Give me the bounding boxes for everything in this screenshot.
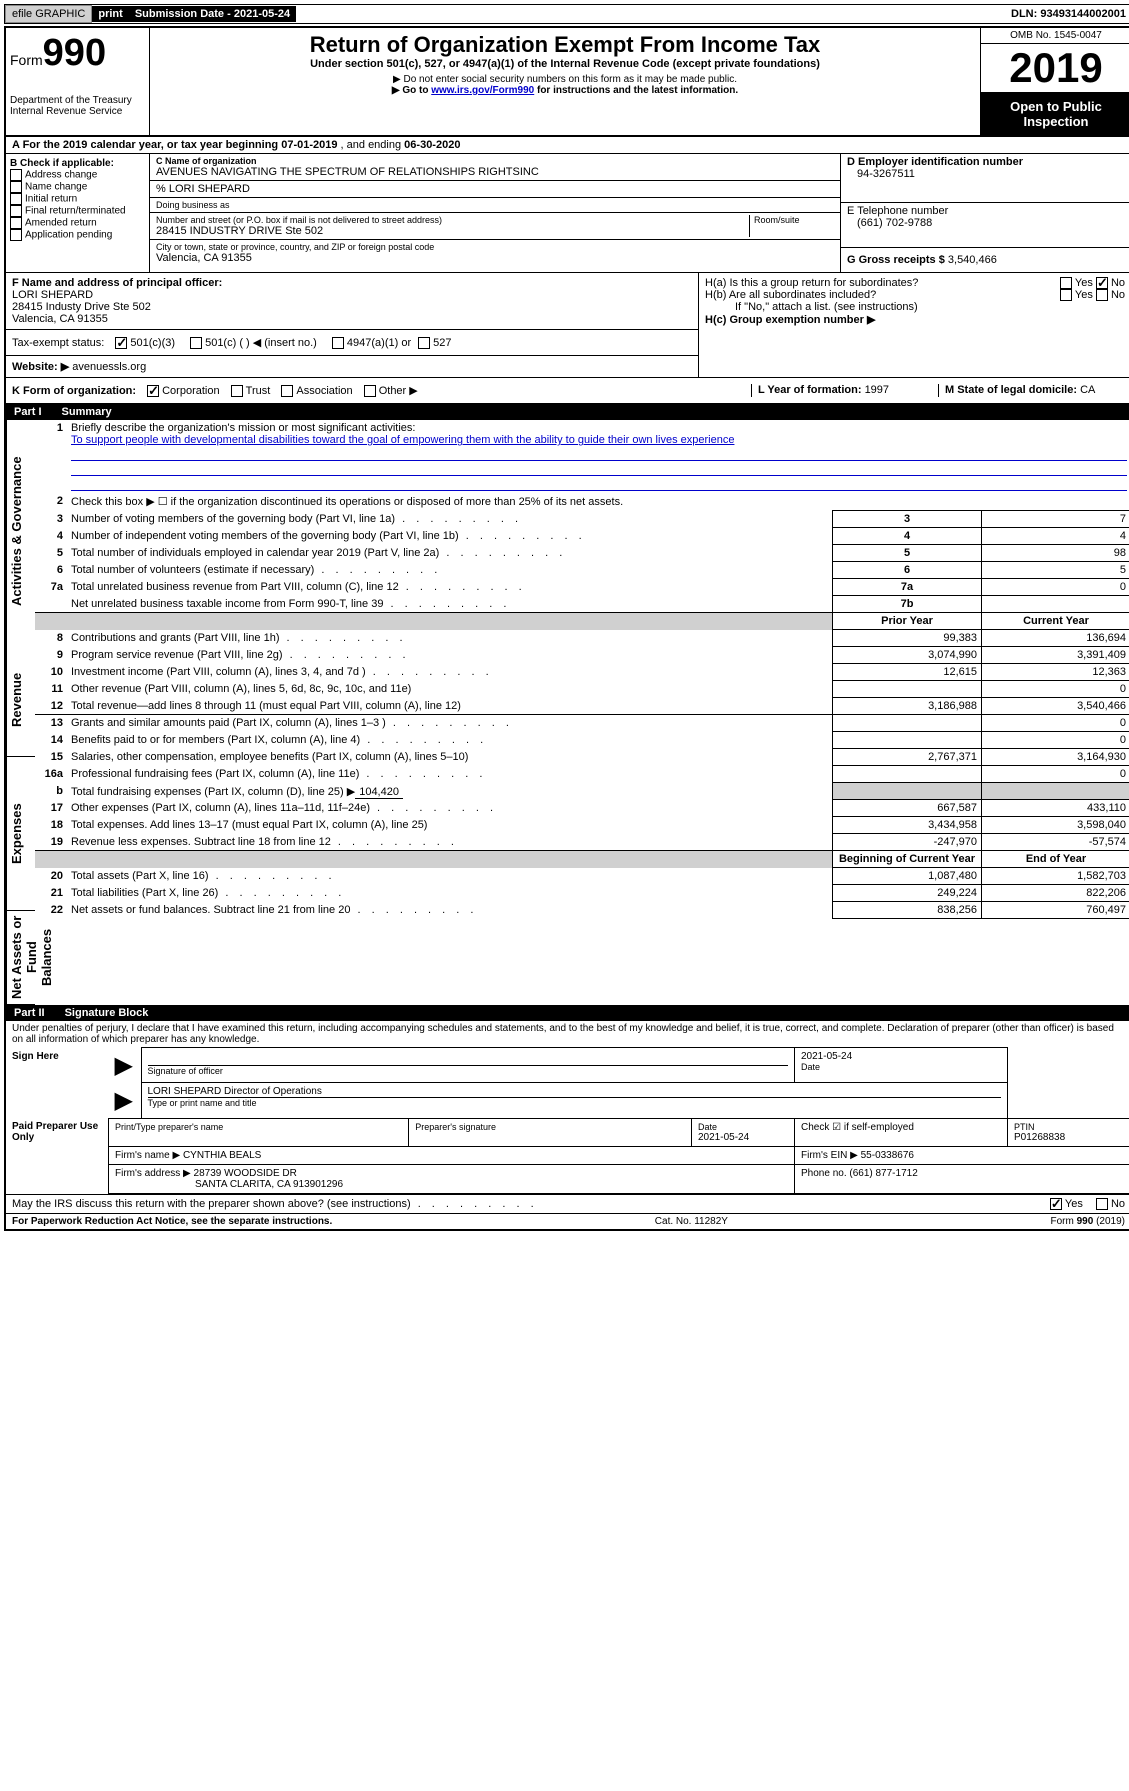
form-990: Form990 Department of the Treasury Inter… <box>4 26 1129 1231</box>
irs-link[interactable]: www.irs.gov/Form990 <box>431 85 534 96</box>
firm-phone: (661) 877-1712 <box>849 1168 917 1179</box>
label-governance: Activities & Governance <box>6 420 35 643</box>
open-public: Open to Public Inspection <box>981 93 1129 135</box>
checkbox-501c3[interactable] <box>115 337 127 349</box>
tax-year: 2019 <box>981 44 1129 93</box>
signature-table: Sign Here ▶ Signature of officer 2021-05… <box>6 1047 1129 1194</box>
box-h: H(a) Is this a group return for subordin… <box>699 273 1129 377</box>
label-revenue: Revenue <box>6 643 35 757</box>
checkbox-hb-yes[interactable] <box>1060 289 1072 301</box>
val-l3: 7 <box>982 511 1129 528</box>
box-i: Tax-exempt status: 501(c)(3) 501(c) ( ) … <box>6 329 698 355</box>
officer-name: LORI SHEPARD Director of Operations <box>148 1086 1002 1097</box>
phone: (661) 702-9788 <box>847 217 1125 229</box>
print-button[interactable]: print <box>92 6 128 22</box>
org-city: Valencia, CA 91355 <box>156 252 834 264</box>
checkbox-4947[interactable] <box>332 337 344 349</box>
checkbox-addr-change[interactable] <box>10 169 22 181</box>
submission-date: Submission Date - 2021-05-24 <box>129 6 296 22</box>
part2-header: Part II Signature Block <box>6 1005 1129 1021</box>
gross-receipts: 3,540,466 <box>948 254 997 266</box>
perjury-text: Under penalties of perjury, I declare th… <box>6 1021 1129 1047</box>
box-b: B Check if applicable: Address change Na… <box>6 154 150 272</box>
org-address: 28415 INDUSTRY DRIVE Ste 502 <box>156 225 749 237</box>
dln: DLN: 93493144002001 <box>1005 6 1129 22</box>
checkbox-ha-no[interactable] <box>1096 277 1108 289</box>
paid-preparer-label: Paid Preparer Use Only <box>6 1118 109 1193</box>
checkbox-name-change[interactable] <box>10 181 22 193</box>
form-number: Form990 <box>10 32 145 75</box>
ein: 94-3267511 <box>847 168 1125 180</box>
checkbox-initial[interactable] <box>10 193 22 205</box>
state-domicile: CA <box>1080 384 1095 396</box>
box-j: Website: ▶ avenuessls.org <box>6 355 698 377</box>
checkbox-amended[interactable] <box>10 217 22 229</box>
section-klm: K Form of organization: Corporation Trus… <box>6 378 1129 404</box>
section-bcdeg: B Check if applicable: Address change Na… <box>6 154 1129 273</box>
firm-name: CYNTHIA BEALS <box>183 1150 261 1161</box>
val-l7b <box>982 596 1129 613</box>
note-ssn: ▶ Do not enter social security numbers o… <box>154 74 976 85</box>
label-netassets: Net Assets or Fund Balances <box>6 911 35 1005</box>
checkbox-discuss-yes[interactable] <box>1050 1198 1062 1210</box>
sign-here-label: Sign Here <box>6 1048 109 1119</box>
year-formation: 1997 <box>865 384 889 396</box>
box-defg: D Employer identification number 94-3267… <box>841 154 1129 272</box>
top-bar: efile GRAPHIC print Submission Date - 20… <box>4 4 1129 24</box>
checkbox-527[interactable] <box>418 337 430 349</box>
checkbox-discuss-no[interactable] <box>1096 1198 1108 1210</box>
efile-label: efile GRAPHIC <box>5 5 92 23</box>
checkbox-pending[interactable] <box>10 229 22 241</box>
mission-text: To support people with developmental dis… <box>71 434 1127 446</box>
form-title: Return of Organization Exempt From Incom… <box>154 32 976 58</box>
val-l4: 4 <box>982 528 1129 545</box>
form-subtitle: Under section 501(c), 527, or 4947(a)(1)… <box>154 58 976 70</box>
checkbox-trust[interactable] <box>231 385 243 397</box>
box-f: F Name and address of principal officer:… <box>6 273 698 329</box>
val-l5: 98 <box>982 545 1129 562</box>
section-fhij: F Name and address of principal officer:… <box>6 273 1129 378</box>
checkbox-corp[interactable] <box>147 385 159 397</box>
dept-treasury: Department of the Treasury Internal Reve… <box>10 95 145 117</box>
discuss-row: May the IRS discuss this return with the… <box>6 1194 1129 1213</box>
note-goto: ▶ Go to www.irs.gov/Form990 for instruct… <box>154 85 976 96</box>
form-header: Form990 Department of the Treasury Inter… <box>6 28 1129 137</box>
firm-ein: 55-0338676 <box>861 1150 914 1161</box>
checkbox-501c[interactable] <box>190 337 202 349</box>
checkbox-other[interactable] <box>364 385 376 397</box>
care-of: % LORI SHEPARD <box>150 181 840 198</box>
footer: For Paperwork Reduction Act Notice, see … <box>6 1213 1129 1229</box>
checkbox-hb-no[interactable] <box>1096 289 1108 301</box>
val-l7a: 0 <box>982 579 1129 596</box>
checkbox-assoc[interactable] <box>281 385 293 397</box>
val-l6: 5 <box>982 562 1129 579</box>
website: avenuessls.org <box>72 361 146 373</box>
checkbox-ha-yes[interactable] <box>1060 277 1072 289</box>
box-c: C Name of organization AVENUES NAVIGATIN… <box>150 154 841 272</box>
omb-number: OMB No. 1545-0047 <box>981 28 1129 44</box>
summary-section: Activities & Governance Revenue Expenses… <box>6 420 1129 1005</box>
ptin: P01268838 <box>1014 1132 1124 1143</box>
part1-header: Part I Summary <box>6 404 1129 420</box>
org-name: AVENUES NAVIGATING THE SPECTRUM OF RELAT… <box>156 166 834 178</box>
checkbox-final[interactable] <box>10 205 22 217</box>
line-a: A For the 2019 calendar year, or tax yea… <box>6 137 1129 154</box>
label-expenses: Expenses <box>6 757 35 911</box>
summary-table: 1 Briefly describe the organization's mi… <box>35 420 1129 919</box>
